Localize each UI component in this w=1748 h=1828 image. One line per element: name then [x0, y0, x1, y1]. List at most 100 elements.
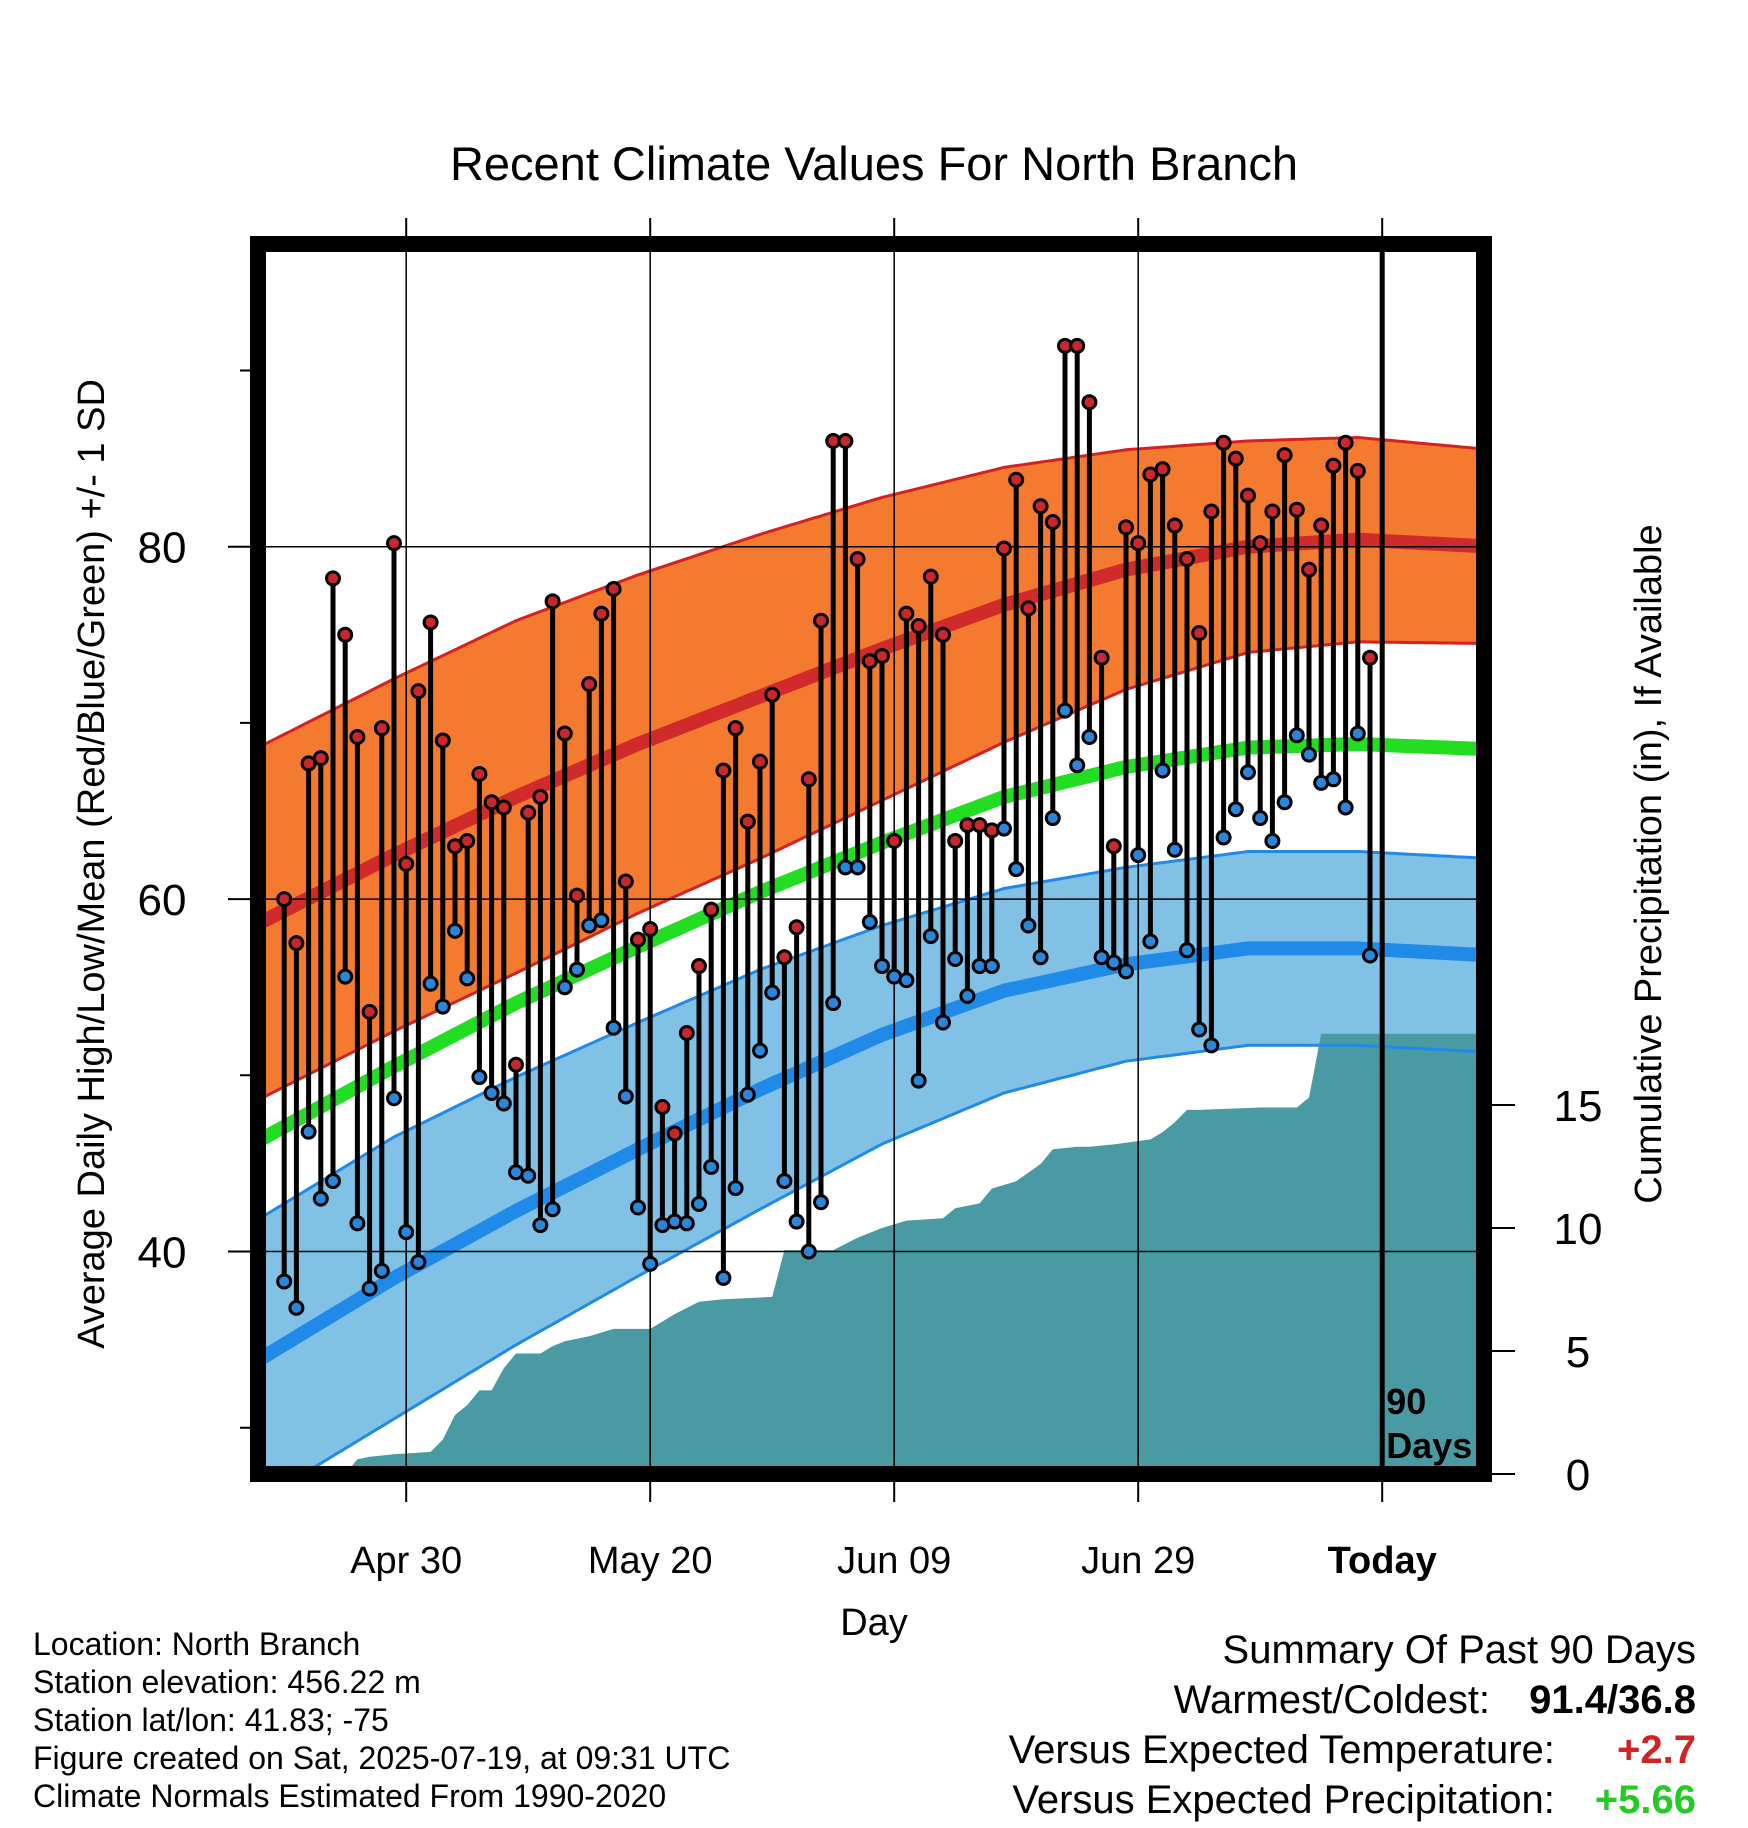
daily-low-point	[1252, 810, 1269, 827]
warmest-label: Warmest/Coldest:	[1173, 1678, 1491, 1722]
daily-high-point	[373, 720, 390, 737]
daily-high-point	[398, 855, 415, 872]
temp-value: +2.7	[1617, 1728, 1696, 1772]
low-sd-band	[259, 851, 1484, 1474]
daily-high-point	[691, 958, 707, 975]
daily-low-point	[337, 968, 354, 985]
x-tick-label: Apr 30	[350, 1540, 462, 1582]
latlon-text: Station lat/lon: 41.83; -75	[33, 1702, 389, 1738]
daily-low-point	[288, 1299, 305, 1316]
daily-low-point	[300, 1123, 317, 1140]
temp-label: Versus Expected Temperature:	[1008, 1728, 1555, 1772]
y2-tick-label: 5	[1566, 1328, 1590, 1377]
daily-low-point	[1276, 794, 1293, 811]
daily-low-point	[276, 1273, 293, 1290]
plot-frame	[250, 236, 1492, 1482]
daily-low-point	[1032, 949, 1049, 966]
daily-low-point	[788, 1213, 805, 1230]
daily-high-point	[1252, 535, 1269, 552]
daily-high-point	[349, 728, 366, 745]
daily-low-point	[398, 1224, 415, 1241]
daily-high-point	[471, 765, 488, 782]
daily-low-point	[910, 1072, 927, 1089]
daily-high-point	[947, 832, 964, 849]
daily-low-point	[922, 928, 939, 945]
daily-high-point	[630, 931, 646, 948]
y2-tick-label: 10	[1554, 1205, 1603, 1254]
daily-low-point	[715, 1269, 732, 1286]
daily-high-point	[1191, 625, 1208, 642]
daily-high-point	[1069, 337, 1086, 354]
daily-low-point	[813, 1194, 829, 1211]
daily-high-point	[520, 804, 537, 821]
daily-low-point	[1337, 799, 1354, 816]
y-tick-label: 60	[138, 876, 187, 925]
daily-low-point	[1288, 727, 1305, 744]
daily-low-point	[1179, 942, 1195, 959]
daily-low-point	[386, 1090, 402, 1107]
daily-low-point	[349, 1215, 366, 1232]
daily-high-point	[532, 788, 549, 805]
daily-low-point	[459, 970, 476, 987]
daily-low-point	[1118, 963, 1134, 980]
warmest-row: Warmest/Coldest: 91.4/36.8	[1009, 1675, 1696, 1725]
daily-low-point	[1069, 757, 1086, 774]
daily-high-point	[276, 891, 293, 908]
daily-low-point	[447, 922, 463, 939]
temp-row: Versus Expected Temperature: +2.7	[1009, 1725, 1696, 1775]
daily-low-point	[434, 998, 451, 1015]
precip-area	[345, 1033, 1480, 1474]
daily-high-point	[1081, 394, 1098, 411]
x-tick-label: Jun 09	[837, 1540, 951, 1582]
daily-low-point	[1130, 847, 1147, 864]
daily-low-point	[361, 1280, 378, 1297]
precip-value: +5.66	[1594, 1778, 1696, 1822]
daily-low-point	[410, 1254, 427, 1271]
daily-low-point	[593, 912, 610, 929]
warmest-value: 91.4/36.8	[1529, 1678, 1696, 1722]
daily-low-point	[1166, 841, 1183, 858]
chart-title: Recent Climate Values For North Branch	[450, 137, 1298, 190]
daily-low-point	[849, 859, 866, 876]
daily-high-point	[1325, 457, 1342, 474]
daily-low-point	[1154, 762, 1171, 779]
daily-low-point	[520, 1167, 537, 1184]
daily-high-point	[764, 686, 781, 703]
daily-low-point	[630, 1199, 646, 1216]
y-tick-label: 40	[138, 1229, 187, 1278]
y-axis-label: Average Daily High/Low/Mean (Red/Blue/Gr…	[71, 379, 113, 1349]
daily-low-point	[800, 1243, 817, 1260]
daily-high-point	[325, 570, 341, 587]
daily-high-point	[1276, 447, 1293, 464]
daily-high-point	[642, 921, 659, 938]
daily-low-point	[1227, 801, 1244, 818]
daily-high-point	[996, 540, 1012, 557]
daily-high-point	[666, 1125, 683, 1142]
daily-high-point	[1044, 514, 1061, 531]
daily-high-point	[800, 771, 817, 788]
low-normal-line	[258, 941, 1484, 1366]
low-sd-lower-line	[300, 1043, 1484, 1474]
daily-high-point	[874, 647, 890, 664]
low-sd-upper-line	[259, 850, 1484, 1220]
daily-low-point	[1240, 764, 1256, 781]
precip-label: Versus Expected Precipitation:	[1012, 1778, 1555, 1822]
daily-low-point	[495, 1095, 512, 1112]
daily-low-point	[898, 972, 915, 989]
daily-high-point	[935, 626, 951, 643]
daily-high-point	[1166, 517, 1183, 534]
daily-high-point	[654, 1099, 671, 1116]
station-info: Location: North Branch Station elevation…	[33, 1625, 730, 1815]
daily-low-point	[325, 1173, 341, 1190]
daily-low-point	[776, 1173, 793, 1190]
daily-high-point	[1227, 450, 1244, 467]
y2-tick-label: 0	[1566, 1451, 1590, 1500]
daily-high-point	[410, 683, 427, 700]
daily-low-point	[678, 1215, 695, 1232]
x-axis-label: Day	[840, 1602, 908, 1644]
today-marker-label-2: Days	[1386, 1425, 1472, 1466]
daily-low-point	[996, 820, 1012, 837]
daily-high-point	[1288, 501, 1305, 518]
daily-low-point	[1081, 728, 1098, 745]
